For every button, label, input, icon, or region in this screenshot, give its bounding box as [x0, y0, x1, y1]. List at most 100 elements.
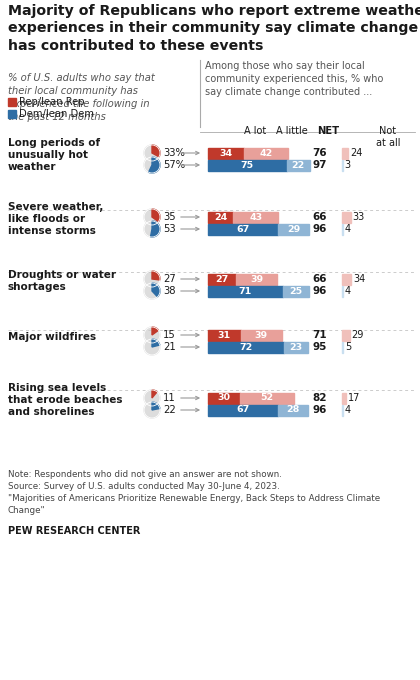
Text: 95: 95 [313, 342, 327, 352]
Text: 11: 11 [163, 393, 176, 403]
Bar [8, 98, 16, 106]
Wedge shape [150, 221, 160, 237]
Bar [342, 392, 346, 403]
Text: 66: 66 [313, 212, 327, 222]
Text: 82: 82 [313, 393, 327, 403]
Text: 57%: 57% [163, 160, 185, 170]
Bar [342, 405, 343, 415]
Circle shape [144, 157, 160, 173]
Text: 25: 25 [289, 286, 302, 296]
Bar [208, 392, 239, 403]
Text: 39: 39 [255, 330, 268, 339]
Text: 15: 15 [163, 330, 176, 340]
Circle shape [144, 283, 160, 299]
Bar [208, 211, 233, 222]
Bar [284, 341, 308, 352]
Circle shape [144, 390, 160, 406]
Text: 71: 71 [312, 330, 327, 340]
Circle shape [144, 271, 160, 287]
Text: 29: 29 [287, 224, 300, 233]
Text: 4: 4 [345, 405, 351, 415]
Text: 52: 52 [260, 394, 273, 403]
Bar [278, 224, 309, 235]
Wedge shape [152, 209, 160, 222]
Text: Majority of Republicans who report extreme weather
experiences in their communit: Majority of Republicans who report extre… [8, 4, 420, 52]
Text: 27: 27 [215, 275, 229, 284]
Bar [342, 341, 343, 352]
Text: Severe weather,
like floods or
intense storms: Severe weather, like floods or intense s… [8, 201, 103, 237]
Text: A little: A little [276, 126, 308, 136]
Text: 71: 71 [239, 286, 252, 296]
Circle shape [144, 339, 160, 355]
Text: Rising sea levels
that erode beaches
and shorelines: Rising sea levels that erode beaches and… [8, 383, 123, 418]
Text: 43: 43 [249, 212, 262, 222]
Text: 21: 21 [163, 342, 176, 352]
Text: 30: 30 [217, 394, 230, 403]
Bar [244, 148, 288, 158]
Wedge shape [152, 327, 158, 335]
Bar [239, 392, 294, 403]
Text: 67: 67 [236, 224, 250, 233]
Text: Note: Respondents who did not give an answer are not shown.
Source: Survey of U.: Note: Respondents who did not give an an… [8, 470, 380, 515]
Text: 4: 4 [345, 286, 351, 296]
Bar [8, 110, 16, 118]
Text: Among those who say their local
community experienced this, % who
say climate ch: Among those who say their local communit… [205, 61, 383, 97]
Text: 96: 96 [313, 286, 327, 296]
Text: 31: 31 [218, 330, 231, 339]
Text: 38: 38 [163, 286, 176, 296]
Bar [342, 273, 351, 284]
Circle shape [144, 327, 160, 343]
Wedge shape [152, 271, 160, 280]
Text: 3: 3 [345, 160, 351, 170]
Bar [233, 211, 278, 222]
Bar [278, 405, 308, 415]
Text: 97: 97 [313, 160, 327, 170]
Bar [208, 286, 283, 296]
Circle shape [144, 402, 160, 418]
Text: 24: 24 [350, 148, 362, 158]
Text: 42: 42 [259, 148, 273, 158]
Text: 39: 39 [250, 275, 263, 284]
Text: 66: 66 [313, 274, 327, 284]
Text: 34: 34 [219, 148, 232, 158]
Text: Droughts or water
shortages: Droughts or water shortages [8, 270, 116, 292]
Text: 23: 23 [289, 343, 302, 352]
Text: Major wildfires: Major wildfires [8, 332, 96, 342]
Text: 33: 33 [352, 212, 365, 222]
Text: 4: 4 [345, 224, 351, 234]
Bar [283, 286, 309, 296]
Text: Not
at all: Not at all [376, 126, 400, 148]
Bar [208, 330, 241, 341]
Wedge shape [152, 339, 160, 347]
Text: PEW RESEARCH CENTER: PEW RESEARCH CENTER [8, 526, 140, 536]
Text: 96: 96 [313, 405, 327, 415]
Text: 53: 53 [163, 224, 176, 234]
Bar [342, 160, 343, 171]
Text: 22: 22 [291, 160, 305, 169]
Text: 96: 96 [313, 224, 327, 234]
Bar [208, 341, 284, 352]
Wedge shape [152, 402, 160, 410]
Bar [208, 148, 244, 158]
Bar [236, 273, 277, 284]
Wedge shape [152, 283, 160, 297]
Text: 5: 5 [345, 342, 352, 352]
Text: 17: 17 [349, 393, 361, 403]
Bar [287, 160, 310, 171]
Text: 35: 35 [163, 212, 176, 222]
Text: 29: 29 [352, 330, 364, 340]
Text: 22: 22 [163, 405, 176, 415]
Wedge shape [152, 390, 157, 398]
Bar [208, 405, 278, 415]
Text: 33%: 33% [163, 148, 185, 158]
Text: 72: 72 [239, 343, 252, 352]
Bar [208, 224, 278, 235]
Bar [241, 330, 281, 341]
Bar [342, 148, 348, 158]
Bar [342, 330, 349, 341]
Text: Rep/lean Rep: Rep/lean Rep [19, 97, 84, 107]
Text: A lot: A lot [244, 126, 266, 136]
Text: 28: 28 [286, 405, 300, 415]
Text: 24: 24 [214, 212, 227, 222]
Text: 34: 34 [353, 274, 365, 284]
